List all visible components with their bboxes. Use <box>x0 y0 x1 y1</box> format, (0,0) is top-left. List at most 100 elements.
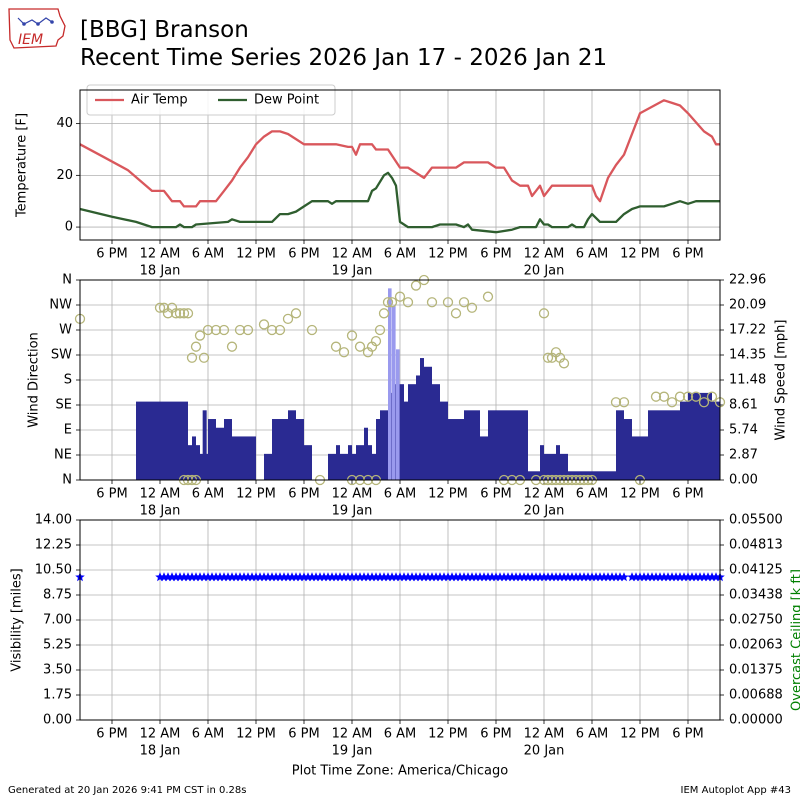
x-tick-label: 12 AM <box>332 727 373 742</box>
x-tick-label: 12 AM <box>332 247 373 262</box>
visibility-marker <box>243 572 253 582</box>
wind-direction-marker <box>186 352 198 363</box>
x-tick-date-label: 19 Jan <box>332 264 373 279</box>
visibility-marker <box>511 572 521 582</box>
wind-speed-bar <box>296 419 304 480</box>
wind-speed-bar <box>272 419 280 480</box>
wind-direction-marker <box>330 341 342 352</box>
visibility-marker <box>323 572 333 582</box>
visibility-tick-label: 1.75 <box>43 688 72 703</box>
visibility-tick-label: 3.50 <box>43 663 72 678</box>
visibility-marker <box>195 572 205 582</box>
wind-speed-bar <box>544 453 552 480</box>
x-tick-label: 12 PM <box>620 247 660 262</box>
visibility-tick-label: 5.25 <box>43 638 72 653</box>
visibility-marker <box>611 572 621 582</box>
speed-tick-label: 17.22 <box>729 323 766 338</box>
x-tick-label: 6 AM <box>576 487 609 502</box>
x-tick-label: 12 PM <box>428 247 468 262</box>
wind-direction-marker <box>170 308 182 319</box>
wind-direction-marker <box>306 324 318 336</box>
x-tick-label: 6 PM <box>288 247 319 262</box>
visibility-marker <box>443 572 453 582</box>
wind-direction-marker <box>274 324 286 336</box>
wind-direction-marker <box>558 358 570 369</box>
wind-speed-bar <box>328 453 336 480</box>
dew-point-line <box>79 171 720 234</box>
visibility-marker <box>171 572 181 582</box>
wind-direction-axis-label: Wind Direction <box>27 332 42 428</box>
wind-speed-bar <box>384 410 388 480</box>
wind-direction-marker <box>354 341 366 352</box>
visibility-marker <box>327 572 337 582</box>
visibility-marker <box>283 572 293 582</box>
visibility-marker <box>435 572 445 582</box>
visibility-marker <box>667 572 677 582</box>
wind-speed-bar <box>456 419 464 480</box>
wind-speed-bar <box>344 453 348 480</box>
visibility-marker <box>595 572 605 582</box>
visibility-marker <box>407 572 417 582</box>
visibility-axis-label: Visibility [miles] <box>10 568 25 671</box>
wind-direction-marker <box>386 297 398 308</box>
visibility-marker <box>343 572 353 582</box>
x-tick-label: 6 PM <box>672 247 703 262</box>
visibility-marker <box>183 572 193 582</box>
wind-speed-bar <box>232 436 240 480</box>
visibility-marker <box>455 572 465 582</box>
x-tick-label: 6 PM <box>96 247 127 262</box>
visibility-marker <box>571 572 581 582</box>
wind-speed-bar <box>688 392 696 480</box>
visibility-marker <box>499 572 509 582</box>
visibility-marker <box>675 572 685 582</box>
visibility-marker <box>267 572 277 582</box>
wind-gust-bar <box>396 349 400 480</box>
x-tick-label: 12 PM <box>428 487 468 502</box>
y-tick-label: 0 <box>65 220 73 235</box>
wind-speed-bar <box>448 419 456 480</box>
visibility-marker <box>423 572 433 582</box>
wind-speed-bar <box>704 392 712 480</box>
wind-speed-bar <box>480 436 488 480</box>
wind-speed-bar <box>176 401 184 480</box>
visibility-marker <box>615 572 625 582</box>
visibility-marker <box>579 572 589 582</box>
visibility-marker <box>295 572 305 582</box>
visibility-marker <box>695 572 705 582</box>
visibility-marker <box>555 572 565 582</box>
visibility-marker <box>691 572 701 582</box>
direction-tick-label: NW <box>49 298 72 313</box>
visibility-marker <box>415 572 425 582</box>
direction-tick-label: SW <box>51 348 72 363</box>
visibility-marker <box>679 572 689 582</box>
visibility-marker <box>179 572 189 582</box>
x-tick-label: 12 AM <box>524 487 565 502</box>
speed-tick-label: 0.00 <box>729 473 758 488</box>
wind-direction-marker <box>450 308 462 319</box>
visibility-marker <box>535 572 545 582</box>
visibility-marker <box>239 572 249 582</box>
visibility-marker <box>219 572 229 582</box>
wind-speed-bar <box>208 419 216 480</box>
legend-box <box>86 84 336 116</box>
wind-direction-marker <box>690 391 702 402</box>
visibility-marker <box>307 572 317 582</box>
x-tick-label: 12 PM <box>620 727 660 742</box>
ceiling-tick-label: 0.02750 <box>729 613 783 628</box>
visibility-marker <box>363 572 373 582</box>
wind-speed-bar <box>632 436 640 480</box>
ceiling-tick-label: 0.04125 <box>729 563 783 578</box>
visibility-marker <box>203 572 213 582</box>
wind-direction-marker <box>338 347 350 358</box>
visibility-marker <box>527 572 537 582</box>
wind-direction-marker <box>242 324 254 336</box>
visibility-marker <box>251 572 261 582</box>
wind-direction-marker <box>198 352 210 363</box>
wind-speed-bar <box>648 410 656 480</box>
visibility-marker <box>303 572 313 582</box>
wind-direction-marker <box>482 291 494 302</box>
visibility-marker <box>335 572 345 582</box>
visibility-marker <box>523 572 533 582</box>
visibility-marker <box>159 572 169 582</box>
speed-tick-label: 5.74 <box>729 423 758 438</box>
